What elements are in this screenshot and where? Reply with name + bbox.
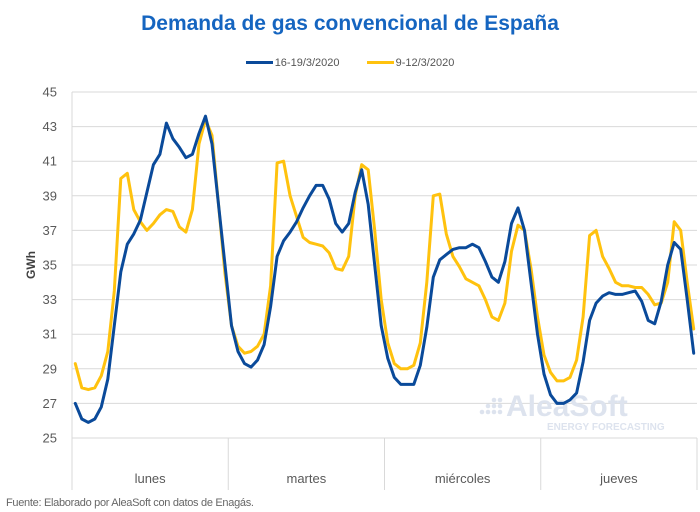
x-axis-categories: lunes martes miércoles jueves bbox=[71, 92, 698, 490]
y-axis-label: GWh bbox=[24, 251, 38, 279]
grid-lines bbox=[72, 91, 697, 439]
y-tick-label: 41 bbox=[43, 154, 57, 169]
y-tick-label: 27 bbox=[43, 396, 57, 411]
y-tick-label: 43 bbox=[43, 119, 57, 134]
x-category-label-3: jueves bbox=[599, 471, 638, 486]
x-category-label-0: lunes bbox=[135, 471, 167, 486]
y-tick-label: 39 bbox=[43, 188, 57, 203]
y-axis-ticks: 25 27 29 31 33 35 37 39 41 43 45 bbox=[43, 85, 57, 446]
series-lines bbox=[73, 114, 696, 424]
legend-label-1: 9-12/3/2020 bbox=[395, 56, 455, 69]
legend: 16-19/3/2020 9-12/3/2020 bbox=[0, 55, 700, 69]
x-category-label-2: miércoles bbox=[435, 471, 491, 486]
source-note: Fuente: Elaborado por AleaSoft con datos… bbox=[6, 497, 254, 509]
legend-item-0: 16-19/3/2020 bbox=[245, 56, 340, 69]
series-line-9-12/3/2020 bbox=[73, 118, 696, 392]
chart-title: Demanda de gas convencional de España bbox=[141, 12, 559, 35]
y-tick-label: 31 bbox=[43, 327, 57, 342]
y-tick-label: 35 bbox=[43, 258, 57, 273]
watermark-tagline: ENERGY FORECASTING bbox=[547, 422, 665, 433]
legend-item-1: 9-12/3/2020 bbox=[366, 56, 455, 69]
y-tick-label: 25 bbox=[43, 431, 57, 446]
y-tick-label: 33 bbox=[43, 292, 57, 307]
watermark-brand: AleaSoft bbox=[506, 390, 628, 423]
y-tick-label: 29 bbox=[43, 361, 57, 376]
legend-label-0: 16-19/3/2020 bbox=[274, 56, 340, 69]
legend-swatch-1 bbox=[366, 61, 394, 64]
watermark: AleaSoft ENERGY FORECASTING bbox=[479, 390, 665, 433]
y-tick-label: 37 bbox=[43, 223, 57, 238]
legend-swatch-0 bbox=[245, 61, 273, 64]
y-tick-label: 45 bbox=[43, 85, 57, 100]
watermark-dots-icon bbox=[479, 397, 503, 415]
x-category-label-1: martes bbox=[287, 471, 327, 486]
series-line-16-19/3/2020 bbox=[73, 114, 696, 424]
